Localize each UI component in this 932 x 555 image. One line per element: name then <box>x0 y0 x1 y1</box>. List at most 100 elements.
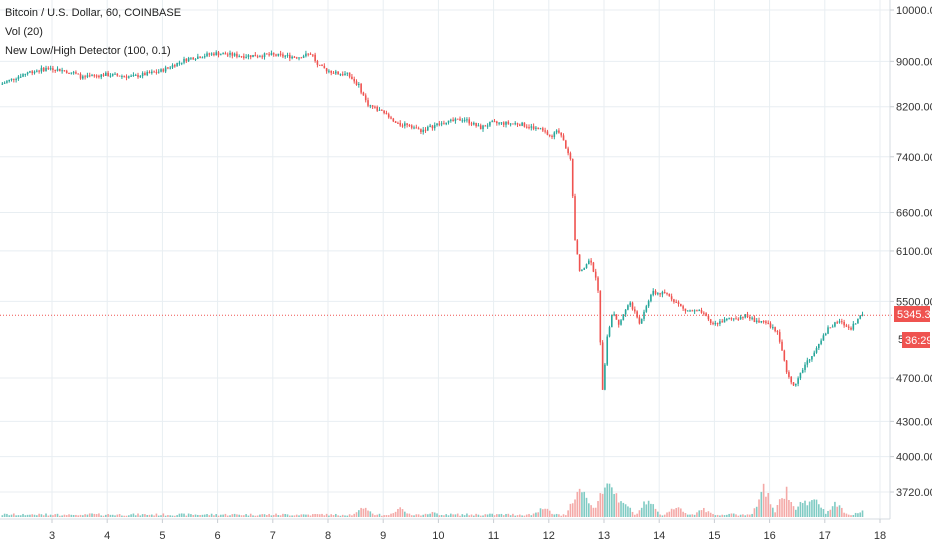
candle-body[interactable] <box>259 56 261 58</box>
candle-body[interactable] <box>645 306 648 312</box>
candle-body[interactable] <box>139 76 142 78</box>
candle-body[interactable] <box>571 158 574 197</box>
candle-body[interactable] <box>693 310 696 312</box>
candle-body[interactable] <box>224 53 227 55</box>
candle-body[interactable] <box>270 53 273 55</box>
candle-body[interactable] <box>309 53 312 55</box>
candle-body[interactable] <box>116 73 119 76</box>
candle-body[interactable] <box>532 126 535 129</box>
candle-body[interactable] <box>289 54 291 59</box>
candle-body[interactable] <box>355 81 358 85</box>
candle-body[interactable] <box>22 74 24 77</box>
candle-body[interactable] <box>808 359 811 361</box>
candle-body[interactable] <box>353 78 356 82</box>
candle-body[interactable] <box>590 260 592 263</box>
candle-body[interactable] <box>206 53 208 57</box>
candle-body[interactable] <box>293 56 296 58</box>
candle-body[interactable] <box>463 119 466 121</box>
candle-body[interactable] <box>277 53 280 56</box>
candle-body[interactable] <box>528 127 530 129</box>
candle-body[interactable] <box>341 74 344 76</box>
candle-body[interactable] <box>323 65 326 69</box>
candle-body[interactable] <box>760 321 763 323</box>
candle-body[interactable] <box>275 54 277 56</box>
candle-body[interactable] <box>684 308 687 311</box>
candle-body[interactable] <box>358 83 360 85</box>
candle-body[interactable] <box>544 130 546 132</box>
candle-body[interactable] <box>422 129 425 133</box>
candle-body[interactable] <box>847 326 850 328</box>
candle-body[interactable] <box>613 314 615 316</box>
candle-body[interactable] <box>325 68 328 72</box>
candle-body[interactable] <box>203 56 206 58</box>
candle-body[interactable] <box>682 306 684 309</box>
candle-body[interactable] <box>643 311 645 319</box>
candle-body[interactable] <box>548 134 551 136</box>
candle-body[interactable] <box>470 123 473 125</box>
candle-body[interactable] <box>650 294 652 302</box>
candle-body[interactable] <box>261 56 264 58</box>
candle-body[interactable] <box>456 118 459 120</box>
candle-body[interactable] <box>236 53 238 57</box>
candle-body[interactable] <box>49 68 52 70</box>
candle-body[interactable] <box>93 75 96 77</box>
candle-body[interactable] <box>776 331 779 333</box>
candle-body[interactable] <box>105 72 107 76</box>
candle-body[interactable] <box>617 319 620 325</box>
candle-body[interactable] <box>8 79 11 82</box>
candle-body[interactable] <box>691 310 694 312</box>
candle-body[interactable] <box>615 314 618 320</box>
candle-body[interactable] <box>249 55 252 58</box>
candle-body[interactable] <box>153 71 155 73</box>
candle-body[interactable] <box>243 56 245 58</box>
candle-body[interactable] <box>167 67 169 69</box>
candle-body[interactable] <box>686 310 689 312</box>
candle-body[interactable] <box>514 123 517 125</box>
candle-body[interactable] <box>567 148 569 154</box>
candle-body[interactable] <box>611 315 613 328</box>
candle-body[interactable] <box>440 123 443 125</box>
candle-body[interactable] <box>383 110 385 113</box>
candle-body[interactable] <box>783 350 786 361</box>
candle-body[interactable] <box>282 54 284 57</box>
candle-body[interactable] <box>47 67 50 69</box>
candle-body[interactable] <box>836 322 839 324</box>
candle-body[interactable] <box>118 75 121 77</box>
candle-body[interactable] <box>144 73 146 76</box>
candle-body[interactable] <box>523 122 526 127</box>
candle-body[interactable] <box>732 318 735 320</box>
candle-body[interactable] <box>404 123 406 126</box>
candle-body[interactable] <box>774 327 776 332</box>
candle-body[interactable] <box>792 382 795 386</box>
candle-body[interactable] <box>721 321 724 323</box>
candle-body[interactable] <box>624 309 627 315</box>
candle-body[interactable] <box>111 73 114 76</box>
candle-body[interactable] <box>164 67 167 72</box>
candle-body[interactable] <box>6 81 8 83</box>
candle-body[interactable] <box>335 71 337 74</box>
candle-body[interactable] <box>737 318 740 320</box>
candle-body[interactable] <box>245 56 247 58</box>
candle-body[interactable] <box>376 106 379 111</box>
candles[interactable] <box>1 50 864 391</box>
candle-body[interactable] <box>394 121 397 123</box>
candle-body[interactable] <box>176 62 178 67</box>
candle-body[interactable] <box>475 122 477 126</box>
candle-body[interactable] <box>169 67 172 69</box>
candle-body[interactable] <box>201 57 204 59</box>
candle-body[interactable] <box>705 313 707 316</box>
candle-body[interactable] <box>284 55 287 57</box>
candle-body[interactable] <box>700 310 703 313</box>
candle-body[interactable] <box>286 54 289 56</box>
candle-body[interactable] <box>712 322 714 324</box>
candle-body[interactable] <box>827 327 829 334</box>
candle-body[interactable] <box>604 364 606 390</box>
candle-body[interactable] <box>266 53 268 55</box>
candle-body[interactable] <box>155 71 158 73</box>
candle-body[interactable] <box>263 53 266 58</box>
candle-body[interactable] <box>698 310 701 312</box>
candle-body[interactable] <box>507 121 510 124</box>
candle-body[interactable] <box>841 321 843 323</box>
candle-body[interactable] <box>130 75 132 77</box>
candle-body[interactable] <box>231 52 234 56</box>
